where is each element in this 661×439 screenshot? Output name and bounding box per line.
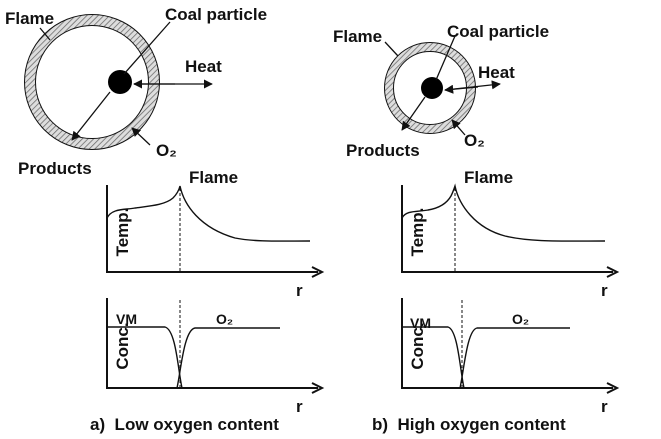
heat-arrow-in [444,84,479,94]
products-arrow [71,91,111,141]
temp-y-label: Temp. [408,208,427,257]
conc-axes [106,298,318,389]
axis-arrow [606,382,620,394]
coal-particle [421,77,443,99]
flame-label: Flame [333,27,382,46]
axis-arrow [311,382,325,394]
heat-label: Heat [478,63,515,82]
flame-label: Flame [5,9,54,28]
temp-y-label: Temp. [113,208,132,257]
panel-b: Flame Coal particle Heat Products O₂ Fla… [333,22,620,434]
coal-particle [108,70,132,94]
flame-ring [24,14,160,150]
products-label: Products [18,159,92,178]
caption: b) High oxygen content [372,415,566,434]
caption: a) Low oxygen content [90,415,279,434]
particle-label: Coal particle [165,5,267,24]
conc-x-label: r [296,397,303,416]
conc-x-label: r [601,397,608,416]
temp-x-label: r [601,281,608,300]
vm-label: VM [410,315,431,331]
flame-ring-outer [24,14,160,150]
oxygen-label: O₂ [464,131,485,150]
panel-a: Flame Coal particle Heat Products O₂ Fla… [5,5,325,434]
oxygen-arrow [451,119,466,136]
o2-conc-label: O₂ [216,311,233,327]
o2-curve [459,327,570,389]
flame-leader [384,41,399,57]
flame-ring-outer [384,42,476,134]
temp-flame-label: Flame [189,168,238,187]
particle-leader [123,21,171,75]
temp-curve [106,185,311,242]
temp-curve [401,183,606,242]
temp-x-label: r [296,281,303,300]
o2-curve [176,327,280,389]
heat-label: Heat [185,57,222,76]
vm-curve [402,326,465,389]
products-arrow [401,96,426,131]
temp-flame-label: Flame [464,168,513,187]
vm-label: VM [116,311,137,327]
flame-leader [39,27,51,41]
temp-axes [401,185,613,273]
temp-axes [106,185,318,273]
vm-curve [107,326,183,389]
flame-ring-inner [35,25,149,139]
conc-y-label: Conc. [113,322,132,369]
conc-y-label: Conc. [408,322,427,369]
axis-arrow [311,266,325,278]
products-label: Products [346,141,420,160]
conc-axes [401,298,613,389]
o2-conc-label: O₂ [512,311,529,327]
axis-arrow [606,266,620,278]
particle-label: Coal particle [447,22,549,41]
particle-leader [435,35,456,81]
oxygen-arrow [131,127,151,146]
oxygen-label: O₂ [156,141,177,160]
